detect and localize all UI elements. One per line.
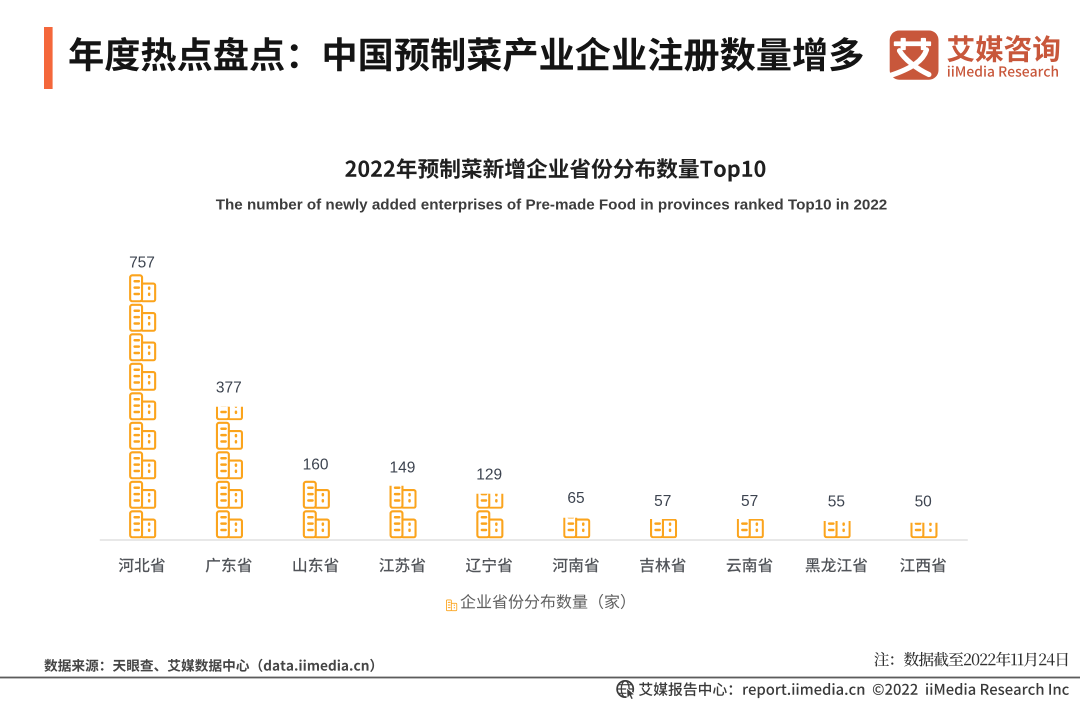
svg-text:129: 129 bbox=[476, 467, 502, 484]
svg-text:50: 50 bbox=[915, 493, 933, 510]
svg-text:55: 55 bbox=[828, 493, 845, 510]
svg-text:57: 57 bbox=[654, 493, 671, 510]
svg-text:65: 65 bbox=[567, 490, 584, 507]
svg-text:377: 377 bbox=[216, 380, 242, 397]
svg-text:149: 149 bbox=[389, 460, 415, 477]
svg-text:57: 57 bbox=[741, 493, 758, 510]
svg-text:757: 757 bbox=[129, 255, 155, 272]
svg-text:The number of newly added ente: The number of newly added enterprises of… bbox=[216, 196, 888, 213]
svg-text:160: 160 bbox=[303, 457, 329, 474]
